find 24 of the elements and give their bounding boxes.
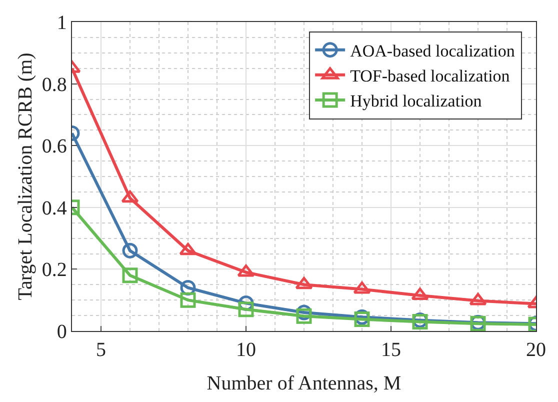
point xyxy=(122,242,138,258)
y-tick-label: 0.2 xyxy=(42,259,67,282)
point xyxy=(238,302,254,318)
point xyxy=(180,292,196,308)
point xyxy=(295,276,313,290)
x-tick-label: 20 xyxy=(526,339,546,362)
legend-label: AOA-based localization xyxy=(350,41,516,60)
y-tick-label: 0.4 xyxy=(42,197,67,220)
x-tick-label: 15 xyxy=(381,339,401,362)
point xyxy=(296,308,312,324)
legend-label: TOF-based localization xyxy=(350,66,510,86)
y-axis-title: Target Localization RCRB (m) xyxy=(14,52,36,300)
legend-label: Hybrid localization xyxy=(350,92,482,111)
y-tick-label: 0.6 xyxy=(42,136,67,158)
point xyxy=(121,190,139,203)
x-tick-label: 5 xyxy=(96,339,106,362)
point xyxy=(122,268,138,284)
x-tick-label: 10 xyxy=(236,339,256,362)
x-axis-title: Number of Antennas, M xyxy=(206,372,402,395)
y-tick-label: 0 xyxy=(56,321,67,343)
point xyxy=(469,292,487,306)
point xyxy=(179,242,197,256)
y-tick-label: 1 xyxy=(56,12,67,34)
y-tick-label: 0.8 xyxy=(42,74,67,96)
